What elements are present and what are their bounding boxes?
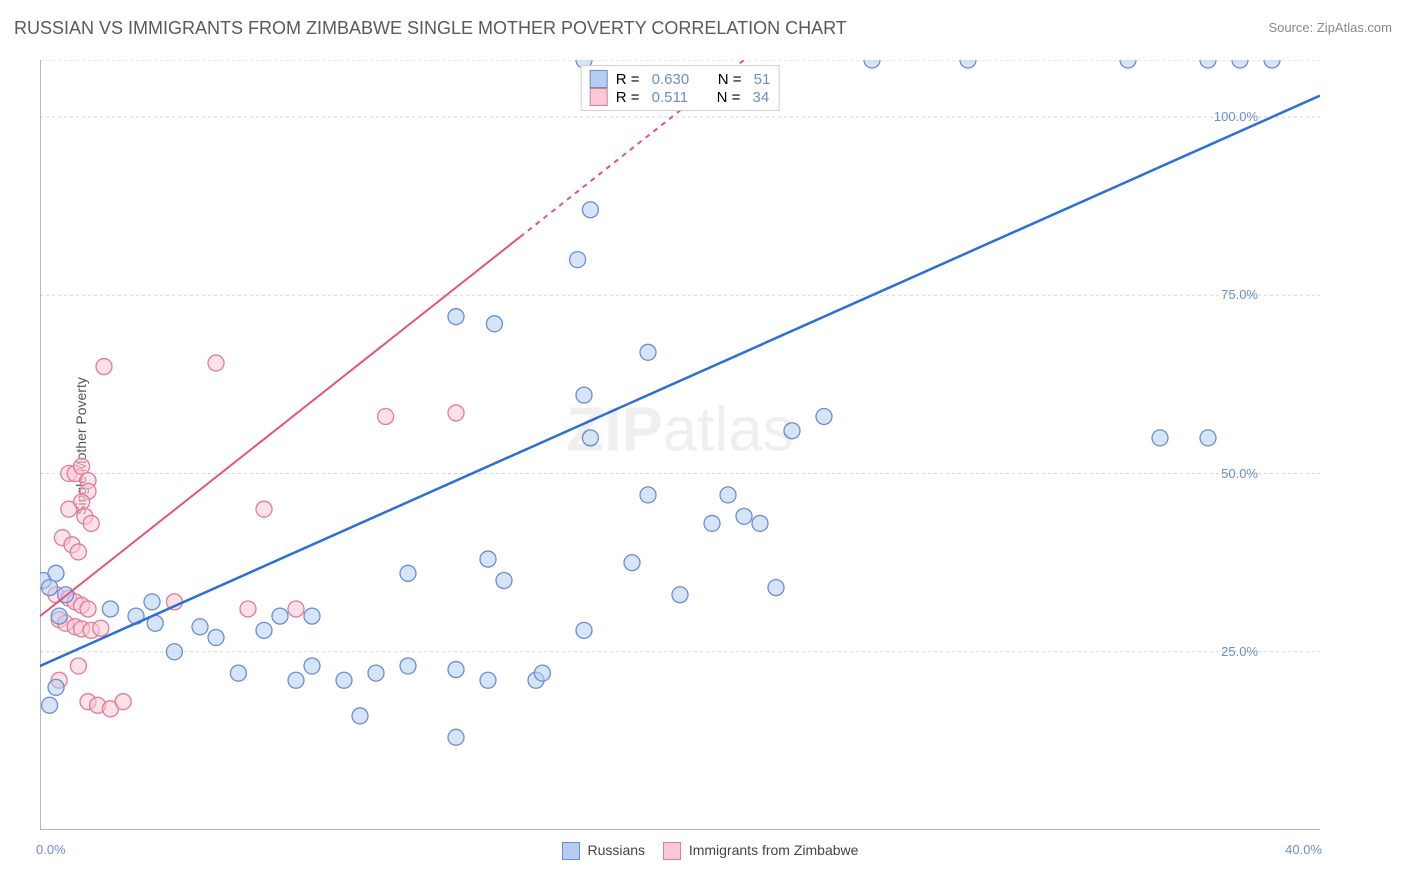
legend-label-a: Russians [587, 842, 645, 858]
y-tick-label: 75.0% [1221, 287, 1258, 302]
watermark-right: atlas [663, 395, 794, 464]
y-tick-label: 50.0% [1221, 466, 1258, 481]
n-value-b: 34 [753, 89, 770, 106]
stats-row-b: R = 0.511 N = 34 [590, 88, 771, 106]
source-attribution: Source: ZipAtlas.com [1268, 20, 1392, 35]
r-value-a: 0.630 [652, 71, 690, 88]
chart-title: RUSSIAN VS IMMIGRANTS FROM ZIMBABWE SING… [14, 18, 847, 39]
stats-legend: R = 0.630 N = 51 R = 0.511 N = 34 [581, 65, 780, 111]
watermark: ZIPatlas [566, 394, 793, 465]
r-label-a: R = [616, 71, 644, 88]
source-prefix: Source: [1268, 20, 1316, 35]
y-tick-label: 25.0% [1221, 644, 1258, 659]
chart-area: ZIPatlas R = 0.630 N = 51 R = 0.511 N = … [40, 60, 1320, 830]
swatch-series-b [590, 88, 608, 106]
n-value-a: 51 [754, 71, 771, 88]
y-tick-label: 100.0% [1214, 109, 1258, 124]
legend-swatch-b [663, 842, 681, 860]
watermark-left: ZIP [566, 395, 662, 464]
source-name: ZipAtlas.com [1317, 20, 1392, 35]
legend-label-b: Immigrants from Zimbabwe [689, 842, 859, 858]
n-label-a: N = [718, 71, 746, 88]
r-value-b: 0.511 [652, 89, 688, 106]
series-legend: Russians Immigrants from Zimbabwe [0, 842, 1406, 860]
r-label-b: R = [616, 89, 644, 106]
legend-swatch-a [562, 842, 580, 860]
swatch-series-a [590, 70, 608, 88]
stats-row-a: R = 0.630 N = 51 [590, 70, 771, 88]
n-label-b: N = [717, 89, 745, 106]
